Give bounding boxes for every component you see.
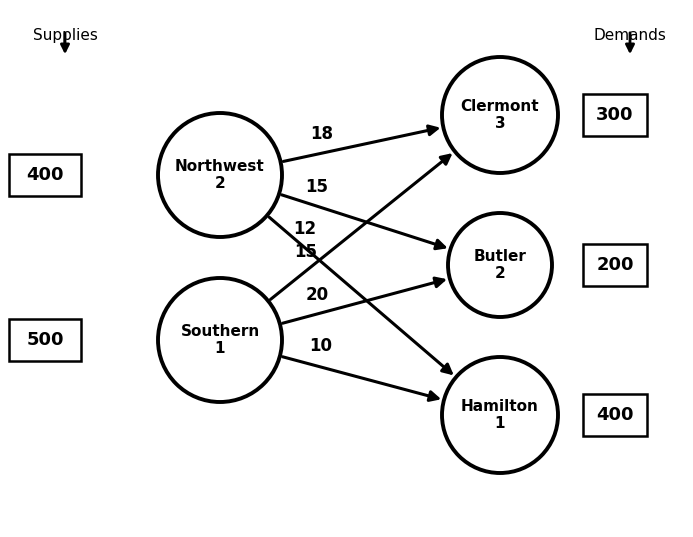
Text: 200: 200 (596, 256, 634, 274)
Text: Southern
1: Southern 1 (180, 324, 260, 356)
Ellipse shape (158, 113, 282, 237)
Text: Northwest
2: Northwest 2 (175, 159, 265, 191)
FancyBboxPatch shape (583, 94, 647, 136)
Text: 20: 20 (306, 286, 328, 304)
FancyBboxPatch shape (583, 244, 647, 286)
FancyBboxPatch shape (583, 394, 647, 436)
Ellipse shape (442, 57, 558, 173)
Text: 10: 10 (309, 337, 333, 355)
Ellipse shape (448, 213, 552, 317)
Text: Clermont
3: Clermont 3 (461, 99, 539, 131)
Ellipse shape (158, 278, 282, 402)
Text: 400: 400 (26, 166, 64, 184)
Text: 500: 500 (26, 331, 64, 349)
Text: 300: 300 (596, 106, 634, 124)
Text: 400: 400 (596, 406, 634, 424)
Text: 15: 15 (294, 243, 317, 261)
FancyBboxPatch shape (9, 154, 81, 196)
FancyBboxPatch shape (9, 319, 81, 361)
Text: 18: 18 (310, 125, 333, 143)
Text: Butler
2: Butler 2 (473, 249, 527, 281)
Text: Demands: Demands (594, 28, 667, 43)
Text: Hamilton
1: Hamilton 1 (461, 399, 539, 431)
Text: 12: 12 (293, 220, 317, 238)
Text: Supplies: Supplies (33, 28, 98, 43)
Ellipse shape (442, 357, 558, 473)
Text: 15: 15 (305, 178, 328, 196)
